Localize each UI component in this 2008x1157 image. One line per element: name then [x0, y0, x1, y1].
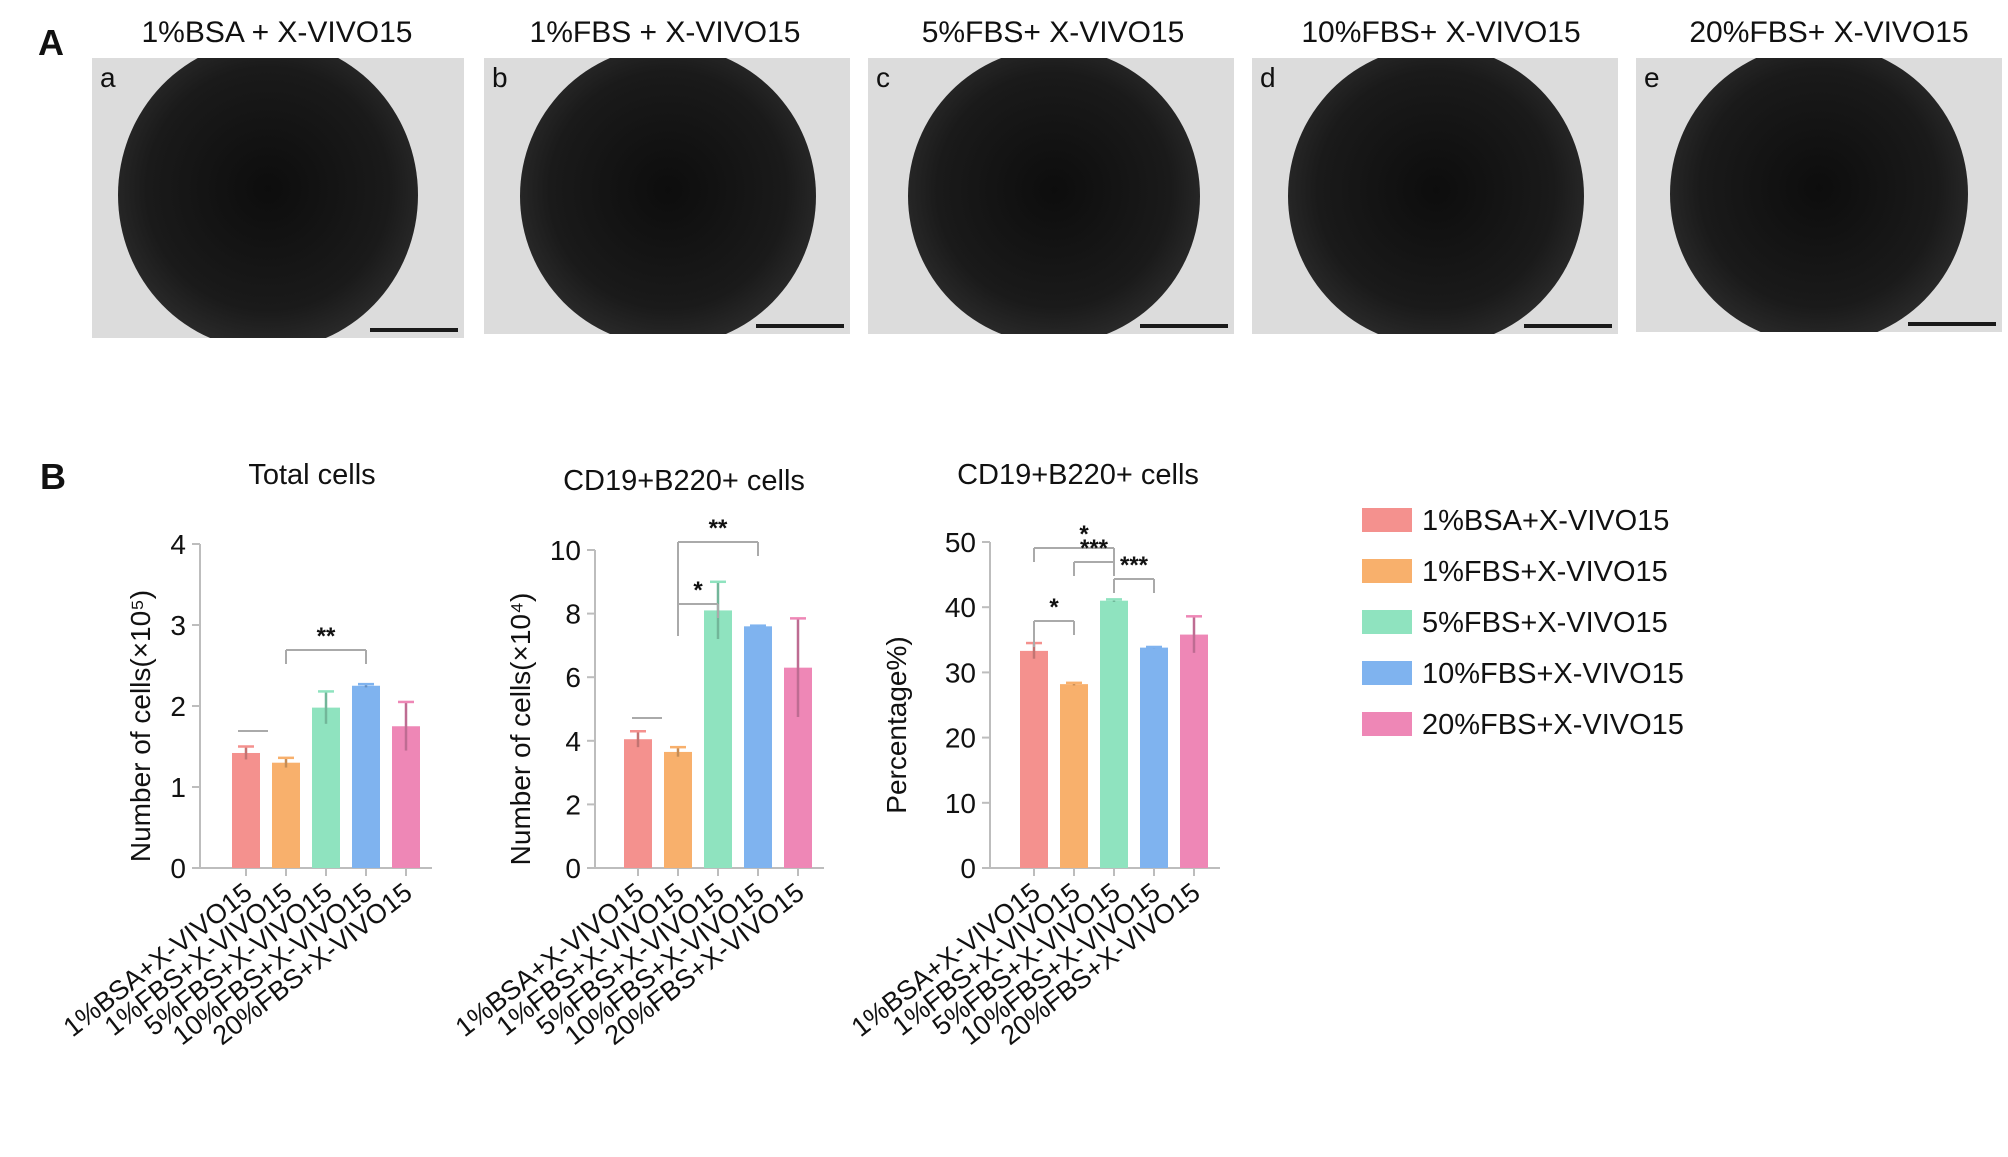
- legend-swatch-4: [1362, 661, 1412, 685]
- significance-label: **: [709, 515, 728, 542]
- significance-label: *: [1079, 521, 1089, 548]
- significance-label: ***: [1080, 535, 1109, 562]
- bar-1: [232, 752, 260, 868]
- spheroid-a: [118, 58, 418, 338]
- legend-swatch-5: [1362, 712, 1412, 736]
- legend-label-3: 5%FBS+X-VIVO15: [1422, 607, 1668, 639]
- y-tick-label: 0: [565, 853, 581, 884]
- legend-label-4: 10%FBS+X-VIVO15: [1422, 658, 1684, 690]
- chart-title: CD19+B220+ cells: [563, 465, 805, 497]
- y-tick-label: 10: [550, 535, 581, 566]
- legend-label-1: 1%BSA+X-VIVO15: [1422, 505, 1669, 537]
- y-axis-label: Number of cells(×10⁴): [505, 593, 536, 866]
- bar-4: [744, 626, 772, 868]
- chart-title: CD19+B220+ cells: [957, 459, 1199, 491]
- significance-label: *: [693, 577, 703, 604]
- significance-label: ***: [1120, 552, 1149, 579]
- micrograph-e: e: [1636, 58, 2002, 332]
- image-title-c: 5%FBS+ X-VIVO15: [921, 16, 1185, 49]
- panel-b-letter: B: [40, 456, 66, 497]
- y-tick-label: 10: [945, 788, 976, 819]
- bar-2: [272, 762, 300, 868]
- micrograph-e-letter: e: [1644, 62, 1660, 93]
- scale-bar-d: [1524, 324, 1612, 328]
- spheroid-e: [1670, 58, 1968, 332]
- micrograph-a-letter: a: [100, 62, 116, 93]
- legend-label-5: 20%FBS+X-VIVO15: [1422, 709, 1684, 741]
- micrograph-d: d: [1252, 58, 1618, 334]
- micrograph-b: b: [484, 58, 850, 334]
- micrograph-c: c: [868, 58, 1234, 334]
- significance-label: **: [317, 623, 336, 650]
- y-axis-label: Number of cells(×10⁵): [125, 590, 156, 862]
- y-tick-label: 0: [960, 853, 976, 884]
- legend-swatch-3: [1362, 610, 1412, 634]
- bar-1: [1020, 650, 1048, 868]
- legend-swatch-1: [1362, 508, 1412, 532]
- chart-title: Total cells: [248, 459, 375, 491]
- spheroid-b: [520, 58, 816, 334]
- y-tick-label: 40: [945, 592, 976, 623]
- bar-3: [312, 707, 340, 868]
- y-tick-label: 2: [565, 789, 581, 820]
- y-tick-label: 50: [945, 527, 976, 558]
- y-tick-label: 30: [945, 657, 976, 688]
- scale-bar-b: [756, 324, 844, 328]
- spheroid-d: [1288, 58, 1584, 334]
- spheroid-c: [908, 58, 1200, 334]
- image-title-d: 10%FBS+ X-VIVO15: [1301, 16, 1581, 49]
- micrograph-c-letter: c: [876, 62, 890, 93]
- panel-a-letter: A: [38, 22, 64, 63]
- scale-bar-a: [370, 328, 458, 332]
- image-title-b: 1%FBS + X-VIVO15: [529, 16, 801, 49]
- bar-3: [704, 610, 732, 868]
- y-tick-label: 4: [170, 529, 186, 560]
- micrograph-d-letter: d: [1260, 62, 1276, 93]
- bar-5: [1180, 634, 1208, 868]
- y-tick-label: 6: [565, 662, 581, 693]
- bar-2: [664, 751, 692, 868]
- y-tick-label: 1: [170, 772, 186, 803]
- legend-swatch-2: [1362, 559, 1412, 583]
- scale-bar-c: [1140, 324, 1228, 328]
- y-tick-label: 8: [565, 599, 581, 630]
- y-tick-label: 4: [565, 726, 581, 757]
- y-axis-label: Percentage%): [881, 636, 912, 813]
- bar-1: [624, 739, 652, 868]
- significance-label: *: [1049, 594, 1059, 621]
- scale-bar-e: [1908, 322, 1996, 326]
- micrograph-a: a: [92, 58, 464, 338]
- micrograph-b-letter: b: [492, 62, 508, 93]
- y-tick-label: 0: [170, 853, 186, 884]
- bar-4: [352, 685, 380, 868]
- image-title-e: 20%FBS+ X-VIVO15: [1689, 16, 1969, 49]
- y-tick-label: 20: [945, 723, 976, 754]
- y-tick-label: 2: [170, 691, 186, 722]
- bar-3: [1100, 600, 1128, 868]
- bar-2: [1060, 684, 1088, 868]
- image-title-a: 1%BSA + X-VIVO15: [141, 16, 413, 49]
- y-tick-label: 3: [170, 610, 186, 641]
- bar-4: [1140, 647, 1168, 868]
- legend-label-2: 1%FBS+X-VIVO15: [1422, 556, 1668, 588]
